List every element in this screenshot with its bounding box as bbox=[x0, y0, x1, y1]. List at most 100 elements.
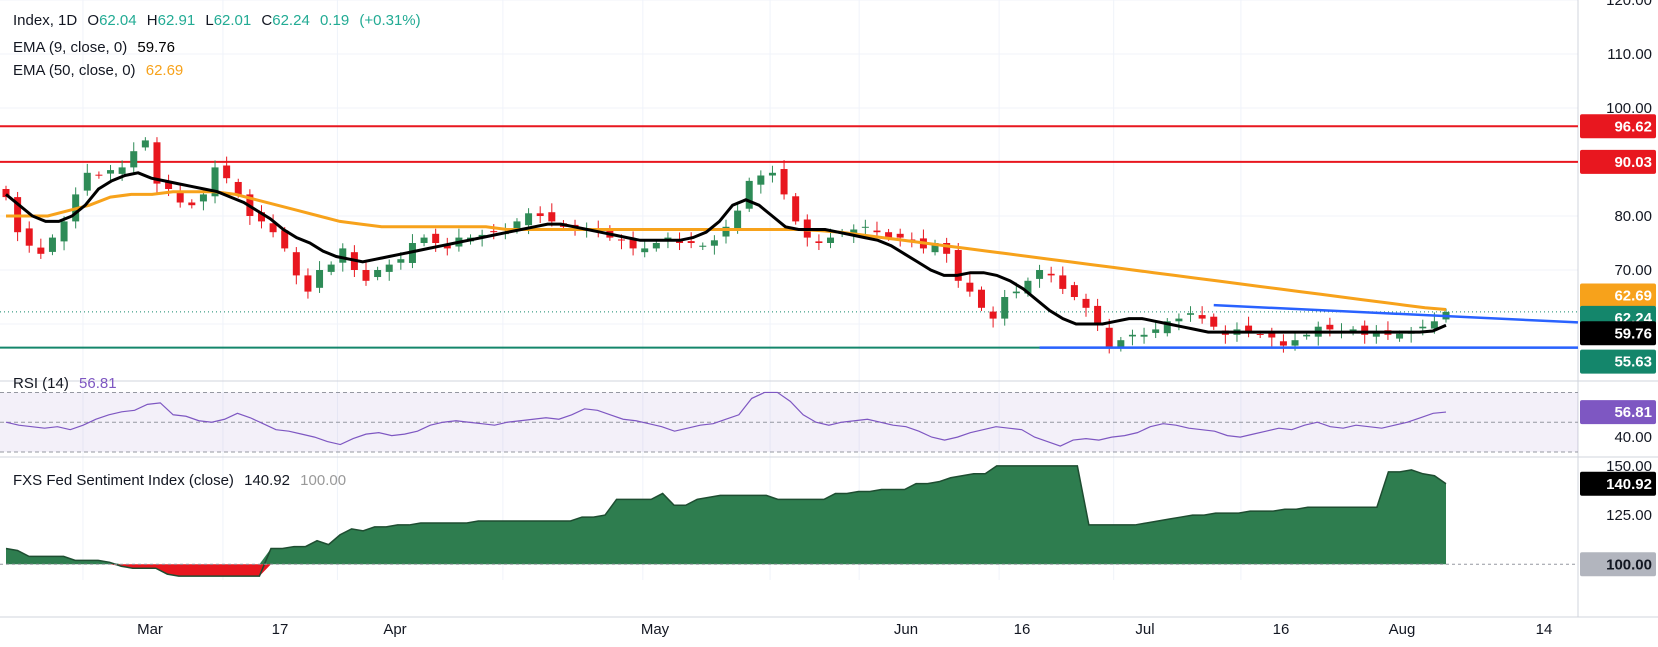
symbol-label: Index, 1D bbox=[13, 12, 78, 29]
x-tick-label: 16 bbox=[1014, 621, 1031, 638]
candle-body bbox=[165, 181, 173, 189]
candle-body bbox=[931, 243, 939, 253]
candle-body bbox=[1396, 333, 1404, 339]
sentiment-area-positive bbox=[6, 465, 1446, 565]
ohlc-legend: Index, 1D O62.04 H62.91 L62.01 C62.24 0.… bbox=[13, 12, 433, 29]
candle-body bbox=[199, 194, 207, 202]
candle-body bbox=[1105, 327, 1113, 349]
support-tag: 55.63 bbox=[1614, 354, 1652, 371]
y-tick-label: 100.00 bbox=[1606, 100, 1652, 117]
candle-body bbox=[2, 189, 10, 198]
candle-body bbox=[48, 237, 56, 252]
candle-body bbox=[687, 241, 695, 243]
candle-body bbox=[989, 311, 997, 319]
candle-body bbox=[827, 237, 835, 243]
sentiment-value: 140.92 bbox=[244, 472, 290, 489]
x-tick-label: 17 bbox=[272, 621, 289, 638]
ema9-tag-bg bbox=[1580, 321, 1656, 346]
candle-body bbox=[1279, 341, 1287, 346]
candle-body bbox=[1001, 297, 1009, 319]
candle-body bbox=[25, 228, 33, 246]
sentiment-line bbox=[5, 465, 1447, 577]
candle-body bbox=[118, 167, 126, 174]
triangle-upper-line bbox=[1213, 303, 1579, 324]
sentiment-tick-label: 150.00 bbox=[1606, 458, 1652, 475]
candle-body bbox=[1059, 275, 1067, 289]
resistance-tag: 90.03 bbox=[1614, 154, 1652, 171]
candle-body bbox=[815, 241, 823, 243]
candle-body bbox=[780, 169, 788, 195]
close-value: 62.24 bbox=[272, 12, 310, 29]
candle-body bbox=[107, 170, 115, 174]
support-tag-bg bbox=[1580, 349, 1656, 374]
candle-body bbox=[257, 212, 265, 222]
rsi-value: 56.81 bbox=[79, 375, 117, 392]
y-tick-label: 80.00 bbox=[1614, 208, 1652, 225]
candle-body bbox=[397, 259, 405, 263]
candle-body bbox=[1012, 291, 1020, 294]
candle-body bbox=[641, 248, 649, 253]
rsi-tag-bg bbox=[1580, 400, 1656, 425]
ema9-legend: EMA (9, close, 0) 59.76 bbox=[13, 39, 181, 56]
sentiment-area-negative bbox=[6, 564, 1446, 577]
candle-body bbox=[188, 202, 196, 206]
candle-body bbox=[1303, 334, 1311, 337]
sentiment-tick-label: 125.00 bbox=[1606, 507, 1652, 524]
candle-body bbox=[223, 165, 231, 179]
rsi-line bbox=[5, 391, 1447, 447]
resistance-tag-bg bbox=[1580, 114, 1656, 139]
candle-body bbox=[339, 248, 347, 263]
ema50-value: 62.69 bbox=[145, 62, 184, 79]
candle-body bbox=[885, 232, 893, 238]
candle-body bbox=[234, 181, 242, 195]
open-value: 62.04 bbox=[99, 12, 137, 29]
high-value: 62.91 bbox=[157, 12, 196, 29]
sentiment-ref-value: 100.00 bbox=[300, 472, 347, 489]
candle-body bbox=[954, 250, 962, 281]
x-tick-label: 14 bbox=[1536, 621, 1553, 638]
x-tick-label: Jun bbox=[894, 621, 918, 638]
candle-body bbox=[1094, 305, 1102, 324]
ema9-value: 59.76 bbox=[137, 39, 175, 56]
candle-body bbox=[1152, 329, 1160, 333]
candle-body bbox=[83, 172, 91, 191]
rsi-band bbox=[0, 392, 1578, 452]
candle-body bbox=[130, 151, 138, 168]
candle-body bbox=[327, 264, 335, 272]
candle-body bbox=[966, 282, 974, 292]
candle-body bbox=[1210, 316, 1218, 327]
y-tick-label: 120.00 bbox=[1606, 0, 1652, 9]
candle-body bbox=[385, 264, 393, 272]
candle-body bbox=[316, 270, 324, 288]
candle-body bbox=[768, 172, 776, 176]
candle-body bbox=[722, 226, 730, 237]
candle-body bbox=[861, 226, 869, 228]
candle-body bbox=[1117, 340, 1125, 349]
rsi-label: RSI (14) bbox=[13, 375, 69, 392]
candle-body bbox=[1245, 325, 1253, 333]
candle-body bbox=[943, 243, 951, 254]
candle-body bbox=[513, 221, 521, 231]
x-tick-label: Apr bbox=[383, 621, 406, 638]
ema9-tag: 59.76 bbox=[1614, 325, 1652, 342]
candle-body bbox=[292, 252, 300, 276]
change-value: 0.19 bbox=[319, 12, 350, 29]
candle-body bbox=[176, 192, 184, 203]
ema9-line bbox=[5, 171, 1447, 334]
candle-body bbox=[745, 180, 753, 209]
resistance-tag: 96.62 bbox=[1614, 118, 1652, 135]
candle-body bbox=[664, 237, 672, 240]
candle-body bbox=[757, 175, 765, 185]
x-tick-label: 16 bbox=[1273, 621, 1290, 638]
candle-body bbox=[1198, 315, 1206, 319]
y-tick-label: 110.00 bbox=[1607, 46, 1652, 63]
ema50-label: EMA (50, close, 0) bbox=[13, 62, 136, 79]
candle-body bbox=[490, 231, 498, 233]
candle-body bbox=[374, 270, 382, 278]
ema50-tag-bg bbox=[1580, 283, 1656, 308]
x-tick-label: Mar bbox=[137, 621, 163, 638]
candle-body bbox=[1361, 325, 1369, 335]
candle-body bbox=[1024, 280, 1032, 294]
candle-body bbox=[1070, 285, 1078, 297]
resistance-tag-bg bbox=[1580, 149, 1656, 174]
